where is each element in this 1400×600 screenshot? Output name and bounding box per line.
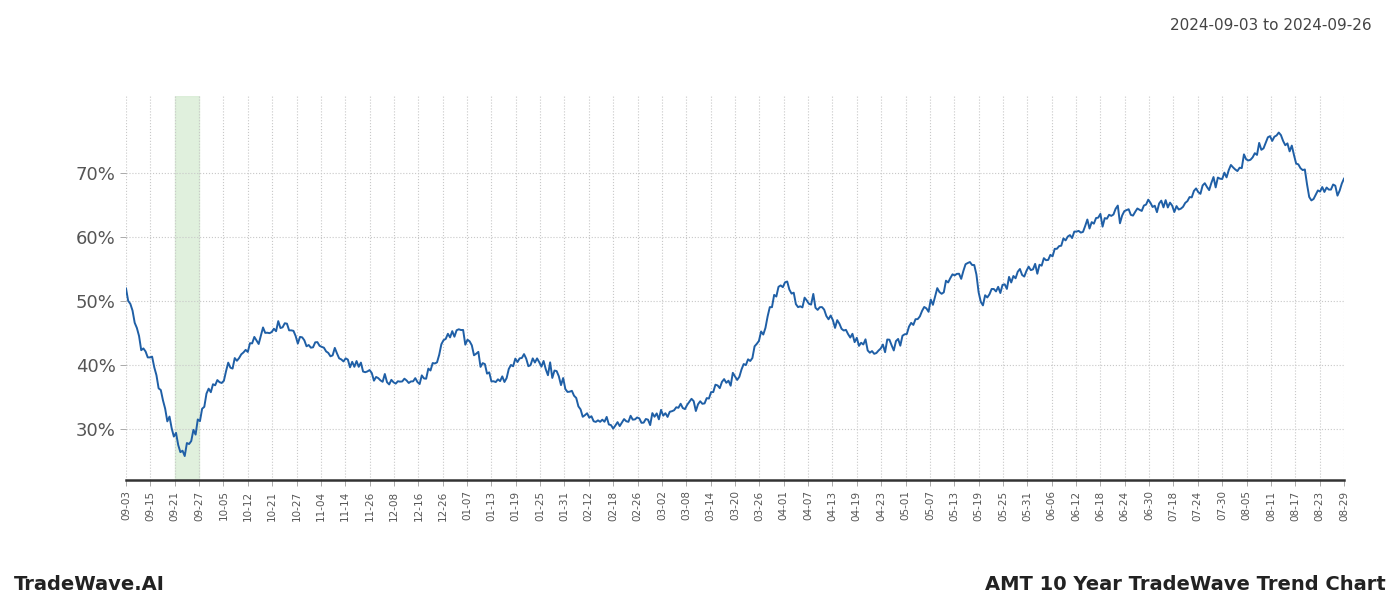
Text: TradeWave.AI: TradeWave.AI	[14, 575, 165, 594]
Bar	[175, 96, 199, 480]
Text: AMT 10 Year TradeWave Trend Chart: AMT 10 Year TradeWave Trend Chart	[986, 575, 1386, 594]
Text: 2024-09-03 to 2024-09-26: 2024-09-03 to 2024-09-26	[1170, 18, 1372, 33]
